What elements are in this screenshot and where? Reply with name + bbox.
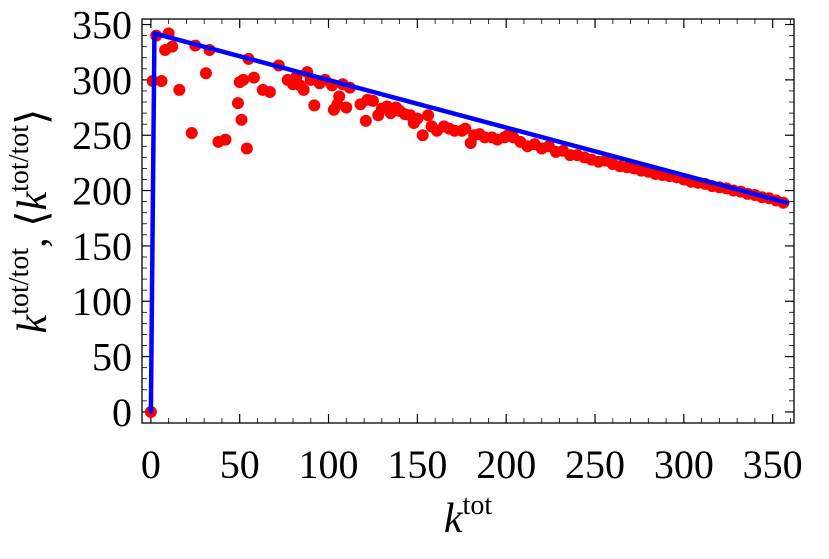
marks-layer	[144, 27, 790, 418]
y-tick-label: 150	[72, 224, 132, 269]
scatter-point	[231, 97, 244, 110]
y-axis-title: ktot/tot, ⟨ktot/tot⟩	[4, 109, 56, 334]
x-axis-title: ktot	[444, 490, 492, 542]
y-tick-label: 50	[92, 335, 132, 380]
y-tick-label: 200	[72, 169, 132, 214]
scatter-point	[219, 133, 232, 146]
scatter-point	[199, 67, 212, 80]
scatter-point	[411, 112, 424, 125]
x-tick-label: 300	[654, 442, 714, 487]
scatter-point	[340, 101, 353, 114]
scatter-point	[308, 99, 321, 112]
x-tick-label: 0	[141, 442, 161, 487]
y-tick-label: 0	[112, 390, 132, 435]
scatter-point	[155, 74, 168, 87]
y-tick-label: 100	[72, 279, 132, 324]
y-tick-labels: 0 50 100 150 200 250 300 350	[72, 3, 132, 435]
scatter-point	[333, 90, 346, 103]
scatter-point	[240, 142, 253, 155]
x-tick-label: 150	[387, 442, 447, 487]
scatter-point	[173, 83, 186, 96]
x-tick-label: 100	[299, 442, 359, 487]
x-tick-labels: 0 50 100 150 200 250 300 350	[141, 442, 803, 487]
scatter-point	[422, 109, 435, 122]
scatter-point	[297, 83, 310, 96]
ticks-layer	[142, 19, 794, 424]
x-tick-label: 350	[743, 442, 803, 487]
scatter-point	[237, 73, 250, 86]
y-tick-label: 300	[72, 58, 132, 103]
scatter-point	[166, 40, 179, 53]
scatter-point	[459, 122, 472, 135]
scatter-point	[359, 114, 372, 127]
x-tick-label: 200	[476, 442, 536, 487]
x-tick-label: 250	[565, 442, 625, 487]
y-tick-label: 250	[72, 113, 132, 158]
scatter-point	[366, 94, 379, 107]
scatter-point	[263, 86, 276, 99]
series-line	[148, 31, 790, 415]
scatter-point	[235, 113, 248, 126]
x-tick-label: 50	[220, 442, 260, 487]
plot-frame	[141, 18, 795, 424]
scatter-point	[185, 127, 198, 140]
scatter-point	[247, 71, 260, 84]
y-tick-label: 350	[72, 3, 132, 48]
scatter-point	[416, 129, 429, 142]
